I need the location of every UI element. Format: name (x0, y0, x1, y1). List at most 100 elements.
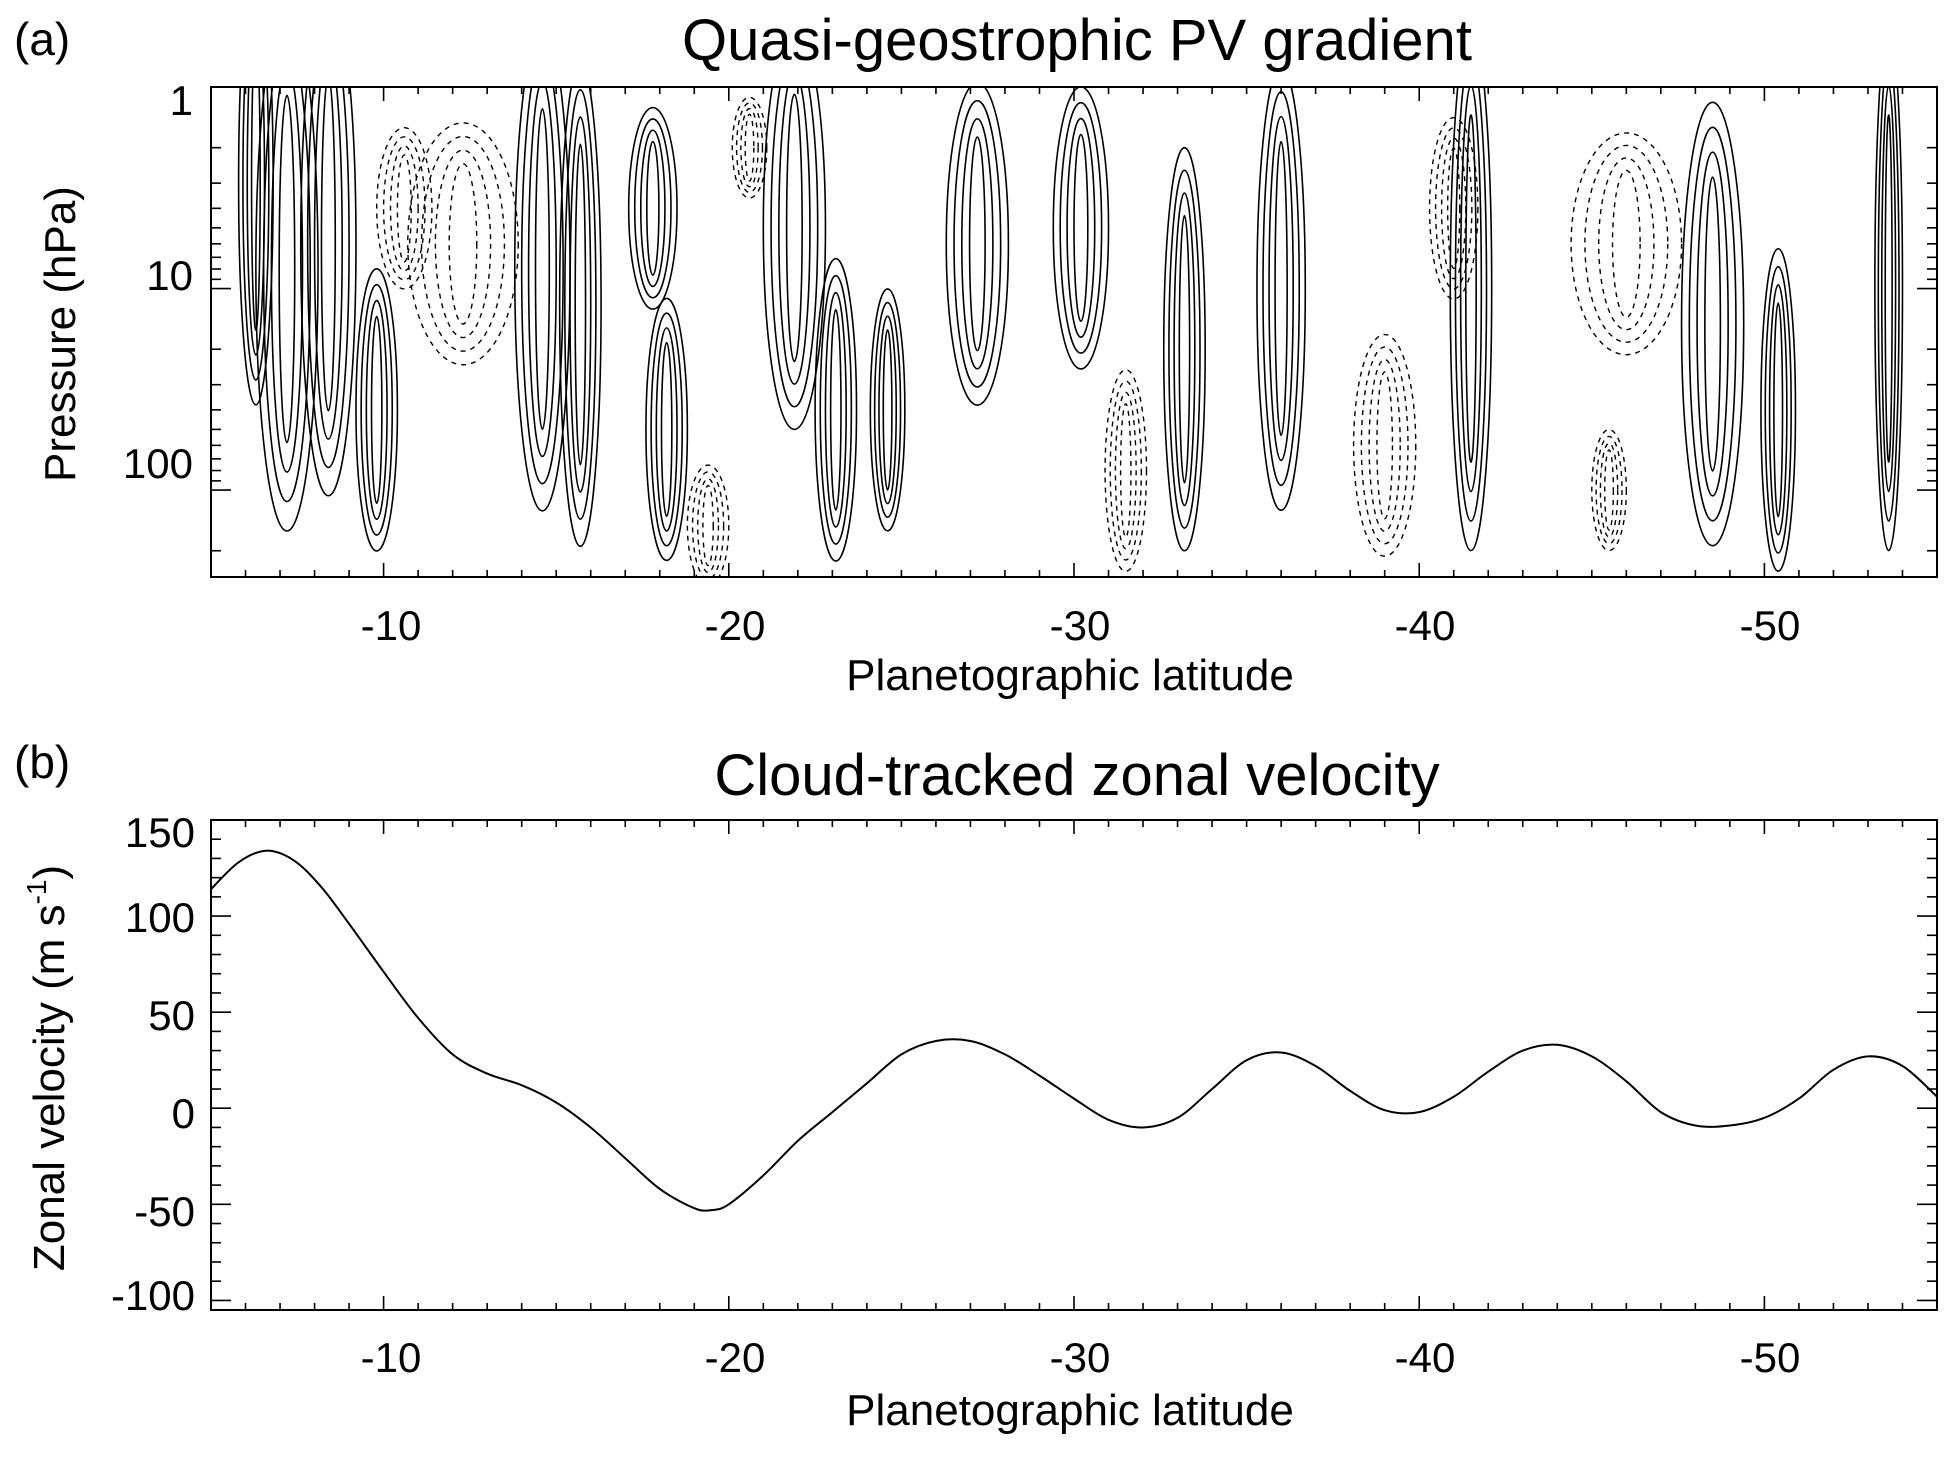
pv-contour-solid (255, 87, 319, 532)
pv-contour-solid (1268, 115, 1295, 462)
pv-contour-dashed (1114, 391, 1137, 550)
pv-contour-solid (299, 87, 357, 497)
pv-contour-solid (242, 87, 270, 381)
pv-contour-solid (270, 87, 304, 473)
pv-contour-dashed (1611, 169, 1641, 318)
velocity-y-axis-label: Zonal velocity (m s-1) (21, 865, 74, 1271)
pv-contour-dashed (382, 136, 426, 281)
pv-x-axis-label: Planetographic latitude (846, 651, 1294, 700)
pv-contour-dashed (448, 163, 478, 325)
pv-contour-solid (1449, 87, 1493, 552)
velocity-x-tick-label: -50 (1740, 1334, 1801, 1381)
pv-contour-dashed (375, 127, 433, 290)
pv-contour-dashed (1428, 116, 1479, 300)
pv-gradient-panel: (a) Quasi-geostrophic PV gradient -10 -2… (14, 8, 1938, 700)
pv-contour-solid (564, 89, 597, 520)
pv-contour-solid (1256, 87, 1307, 511)
zonal-velocity-line (210, 849, 1938, 1212)
pv-contour-solid (1274, 140, 1288, 437)
pv-contour-solid (1884, 114, 1893, 463)
velocity-y-axis-label-main: Zonal velocity (m s (25, 904, 74, 1271)
pv-contour-solid (778, 87, 811, 385)
zonal-velocity-panel: (b) Cloud-tracked zonal velocity -10 -20… (14, 736, 1938, 1435)
pv-contour-solid (660, 341, 673, 517)
pv-y-tick-label: 1 (170, 77, 193, 124)
pv-contour-solid (520, 87, 564, 485)
pv-x-tick-label: -10 (361, 602, 422, 649)
pv-contour-solid (306, 87, 350, 469)
pv-contour-solid (1459, 87, 1483, 493)
pv-contour-dashed (740, 107, 759, 188)
velocity-y-tick-label: 150 (125, 809, 195, 856)
velocity-y-axis-label-suffix: ) (25, 865, 74, 880)
pv-contour-solid (953, 99, 1002, 388)
pv-contour-solid (355, 267, 399, 552)
pv-contour-solid (961, 118, 994, 370)
pv-contour-solid (513, 87, 571, 512)
pv-contour-solid (1696, 151, 1729, 497)
pv-contour-dashed (1109, 380, 1143, 561)
pv-contour-solid (873, 301, 902, 518)
velocity-y-tick-label: -100 (111, 1272, 195, 1319)
pv-contour-dashed (407, 122, 519, 366)
pv-contour-dashed (1591, 428, 1628, 552)
pv-x-tick-label: -50 (1740, 602, 1801, 649)
pv-contour-dashed (420, 135, 506, 352)
pv-axis-ticks (211, 86, 1937, 577)
pv-contour-solid (1178, 214, 1191, 484)
pv-contour-solid (237, 87, 274, 406)
pv-contour-solid (878, 315, 898, 505)
pv-contour-dashed (1352, 333, 1417, 557)
velocity-y-tick-label: 0 (172, 1090, 195, 1137)
pv-contour-solid (1880, 87, 1897, 493)
pv-contour-dashed (1368, 358, 1401, 532)
pv-contour-solid (819, 274, 853, 545)
pv-contour-solid (1052, 87, 1110, 370)
panel-a-label: (a) (14, 13, 70, 65)
velocity-y-tick-label: -50 (134, 1188, 195, 1235)
pv-contour-dashed (735, 102, 764, 194)
pv-contour-dashed (389, 145, 419, 272)
pv-contour-solid (574, 143, 587, 466)
pv-contour-solid (627, 106, 678, 310)
pv-contour-dashed (697, 477, 720, 574)
pv-contour-solid (1874, 87, 1904, 552)
pv-x-tick-label: -30 (1050, 602, 1111, 649)
pv-contour-solid (527, 87, 557, 458)
pv-contour-solid (824, 291, 847, 528)
velocity-y-tick-label: 100 (125, 894, 195, 941)
pv-contour-solid (1059, 101, 1103, 354)
velocity-chart-title: Cloud-tracked zonal velocity (714, 743, 1439, 808)
pv-contour-solid (1073, 133, 1089, 323)
pv-contour-solid (1465, 114, 1477, 463)
pv-contour-solid (814, 257, 858, 562)
pv-contour-dashed (1599, 442, 1619, 538)
velocity-x-axis-label: Planetographic latitude (846, 1386, 1294, 1435)
pv-contour-dashed (396, 154, 412, 263)
pv-contour-solid (1173, 192, 1196, 507)
pv-y-tick-label: 10 (146, 252, 193, 299)
pv-contour-dashed (702, 484, 714, 567)
pv-contour-solid (645, 297, 689, 562)
velocity-x-tick-label: -40 (1395, 1334, 1456, 1381)
pv-contour-solid (1168, 169, 1201, 529)
pv-contour-solid (370, 315, 383, 505)
pv-contour-solid (558, 87, 602, 548)
pv-contour-dashed (1595, 435, 1623, 545)
pv-contour-dashed (1584, 144, 1669, 343)
pv-contour-solid (1760, 247, 1797, 572)
velocity-x-tick-label: -30 (1050, 1334, 1111, 1381)
pv-contour-solid (313, 87, 343, 440)
pv-plot-frame (210, 86, 1938, 578)
velocity-x-tick-label: -20 (705, 1334, 766, 1381)
pv-contour-solid (650, 312, 683, 547)
pv-contour-field (237, 87, 1904, 577)
pv-contour-solid (1768, 284, 1788, 536)
pv-contour-solid (762, 87, 827, 431)
pv-contour-solid (1162, 146, 1206, 552)
pv-contour-solid (365, 299, 388, 520)
pv-contour-dashed (731, 96, 768, 199)
pv-contour-solid (968, 136, 986, 352)
pv-contour-solid (320, 87, 337, 412)
